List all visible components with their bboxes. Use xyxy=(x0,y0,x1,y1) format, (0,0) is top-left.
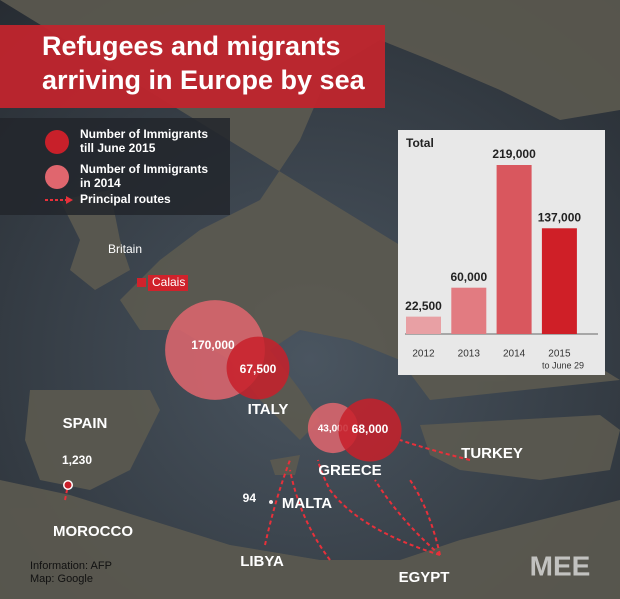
place-label: EGYPT xyxy=(399,569,450,586)
bubble xyxy=(226,336,290,400)
category-annotation: to June 29 xyxy=(542,360,584,370)
bar-value-label: 219,000 xyxy=(492,147,536,161)
x-tick-label: 2013 xyxy=(458,349,481,360)
chart-title: Total xyxy=(406,136,434,150)
place-label: MALTA xyxy=(282,495,332,512)
bar xyxy=(406,316,441,334)
place-label: LIBYA xyxy=(240,553,284,570)
bar xyxy=(451,287,487,334)
place-label: Britain xyxy=(108,242,142,256)
title-box xyxy=(0,25,385,108)
legend-label: Principal routes xyxy=(80,192,171,206)
bar-value-label: 22,500 xyxy=(405,299,442,313)
legend-box xyxy=(0,118,230,215)
place-label: Calais xyxy=(152,275,185,289)
legend-label: Number of Immigrants xyxy=(80,162,208,176)
x-tick-label: 2014 xyxy=(503,349,526,360)
bubble-label: 43,000 xyxy=(318,424,349,435)
bubble-label: 170,000 xyxy=(191,338,235,352)
place-label: TURKEY xyxy=(461,445,523,462)
routes xyxy=(64,439,471,561)
bubble xyxy=(63,480,73,490)
bubble-label: 1,230 xyxy=(62,453,92,467)
bubble-label: 94 xyxy=(243,491,257,505)
title: Refugees and migrants xyxy=(42,31,341,61)
bubble-label: 68,000 xyxy=(352,422,389,436)
bubble xyxy=(338,398,402,462)
bubble-label: 67,500 xyxy=(240,362,277,376)
bar xyxy=(541,228,577,334)
credit: Information: AFP xyxy=(30,560,112,572)
legend-swatch xyxy=(45,165,69,189)
legend-label: in 2014 xyxy=(80,176,121,190)
place-label: SPAIN xyxy=(63,415,108,432)
title: arriving in Europe by sea xyxy=(42,65,366,95)
place-label: ITALY xyxy=(248,401,289,418)
calais-box xyxy=(148,275,188,291)
calais-marker xyxy=(137,278,146,287)
legend-label: till June 2015 xyxy=(80,141,156,155)
place-label: GREECE xyxy=(318,462,381,479)
bar-value-label: 137,000 xyxy=(538,210,582,224)
legend-swatch xyxy=(66,196,73,204)
logo: MEE xyxy=(530,550,591,581)
x-tick-label: 2015 xyxy=(548,349,571,360)
bar xyxy=(496,165,532,334)
legend-label: Number of Immigrants xyxy=(80,127,208,141)
bubble xyxy=(269,500,273,504)
x-tick-label: 2012 xyxy=(412,349,435,360)
place-label: MOROCCO xyxy=(53,523,133,540)
credit: Map: Google xyxy=(30,573,93,585)
legend-swatch xyxy=(45,130,69,154)
bar-value-label: 60,000 xyxy=(450,270,487,284)
